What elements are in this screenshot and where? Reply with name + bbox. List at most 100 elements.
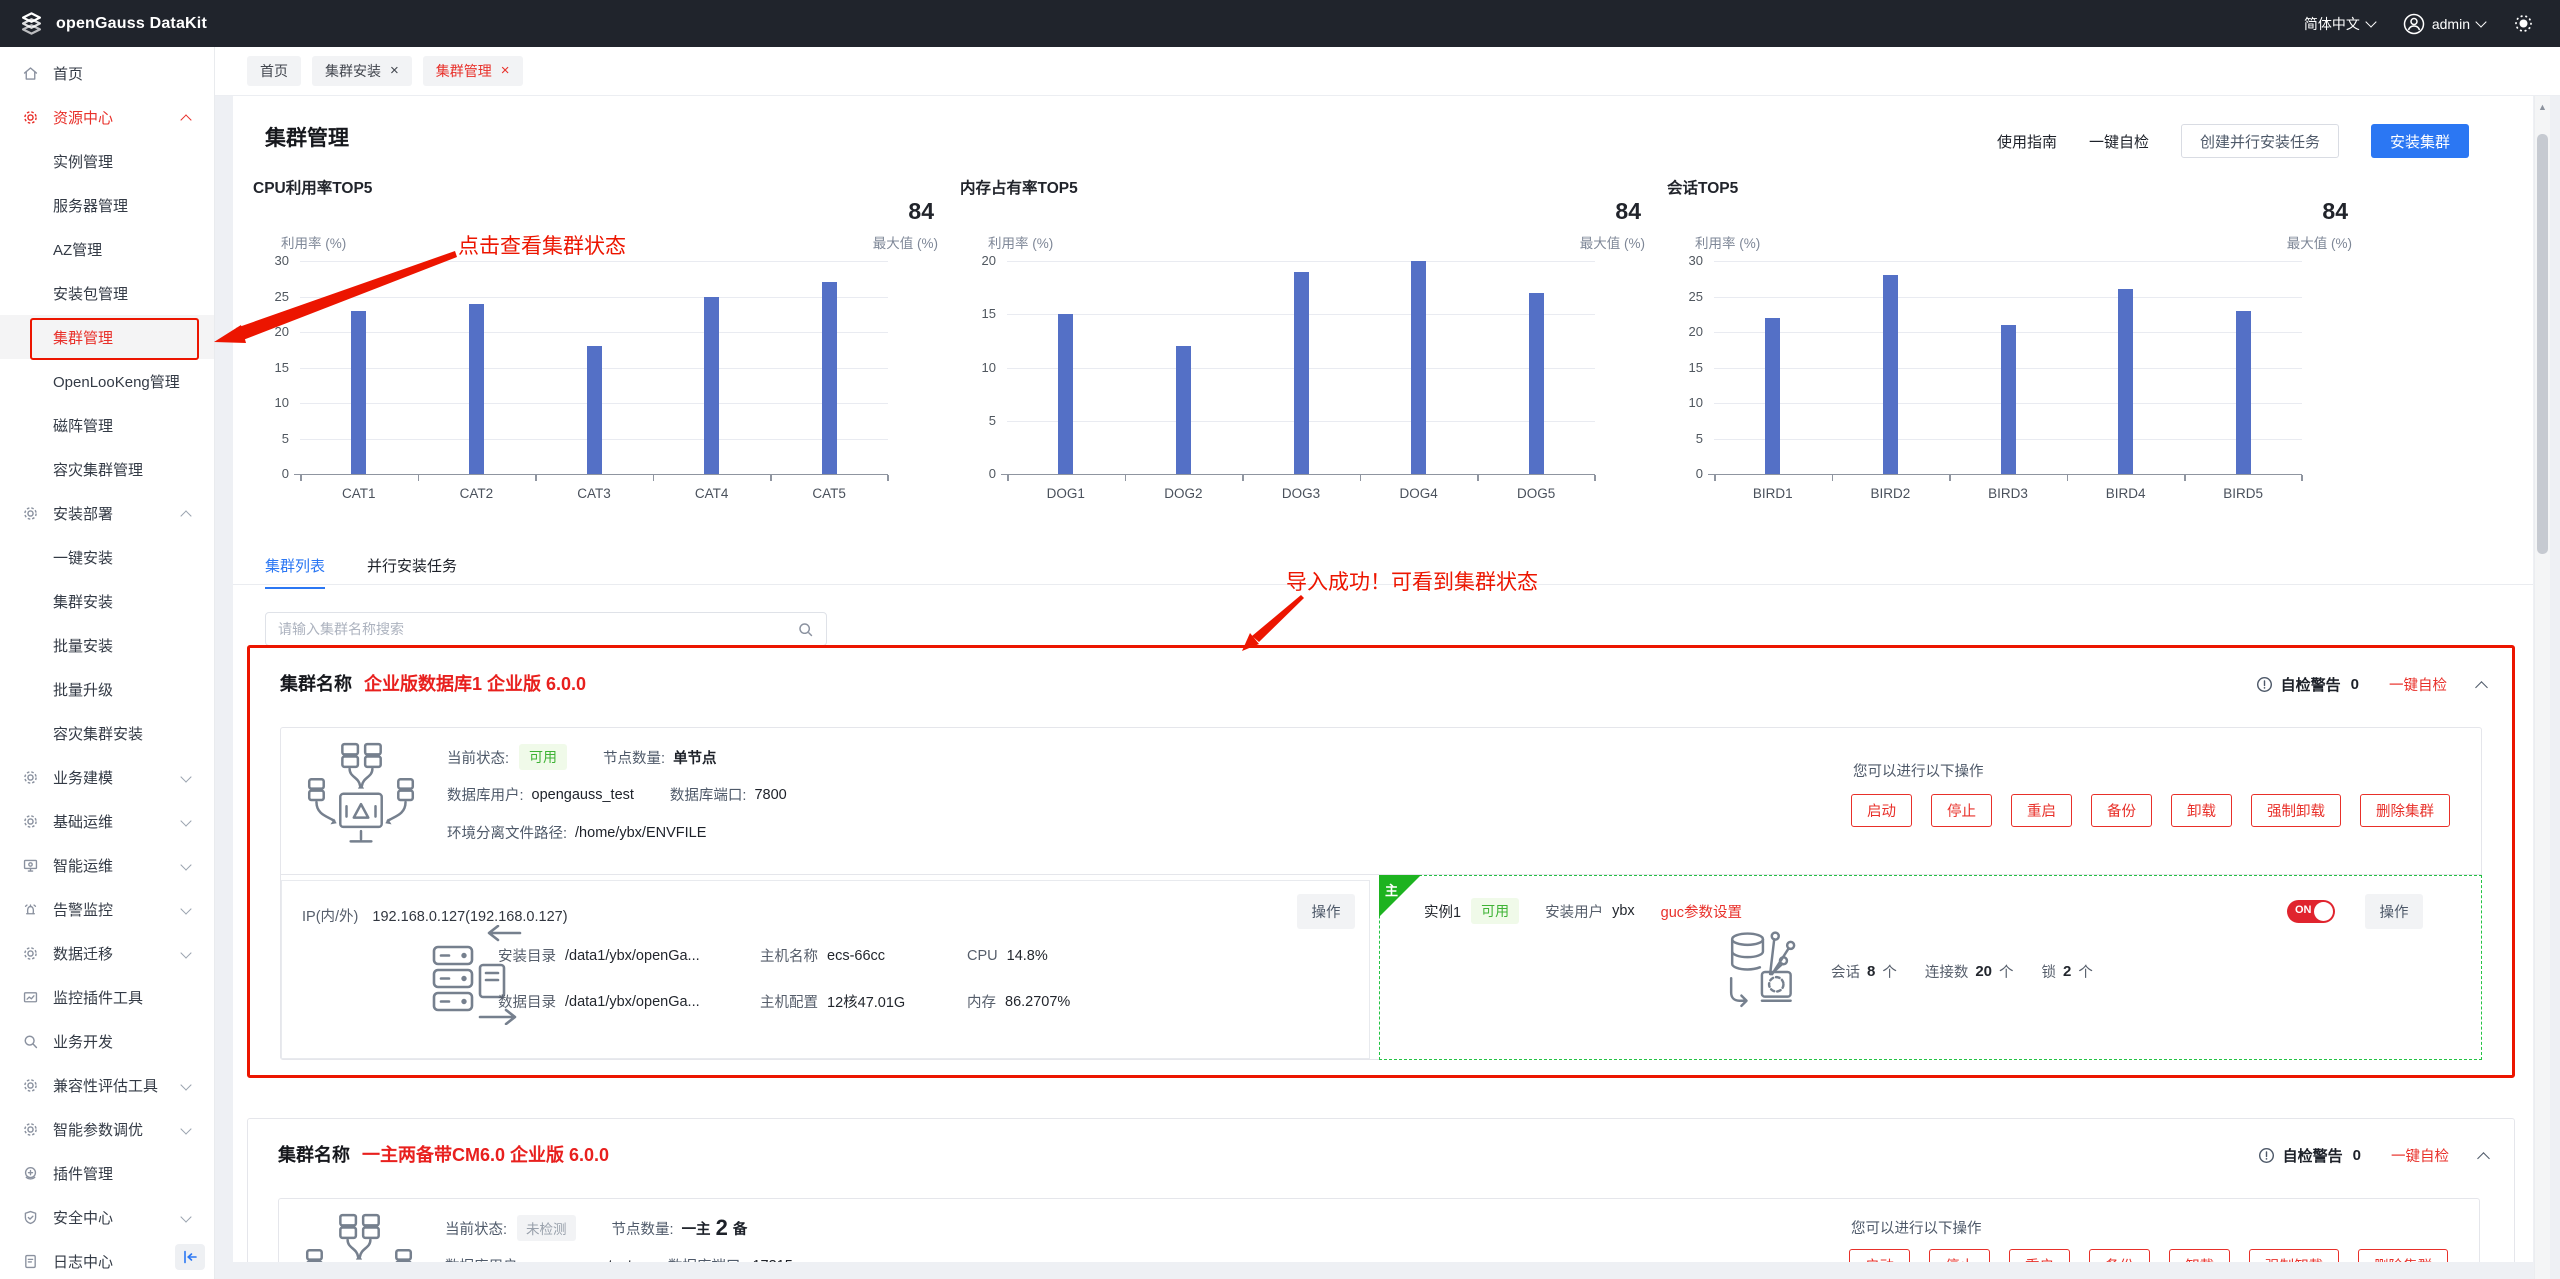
cpu-value: 14.8% [1006,947,1048,964]
cluster-op-button[interactable]: 强制卸载 [2251,794,2341,827]
connection-label: 连接数 [1924,964,1969,981]
y-tick-label: 5 [988,412,996,428]
node-action-button[interactable]: 操作 [1297,894,1355,929]
cluster-op-button[interactable]: 卸载 [2171,794,2232,827]
x-category-label: CAT1 [342,486,376,501]
cluster-op-button[interactable]: 删除集群 [2360,794,2450,827]
sidebar-item-13[interactable]: 批量安装 [0,623,214,667]
one-key-self-check-link[interactable]: 一键自检 [2389,678,2447,694]
tab-parallel-install-tasks[interactable]: 并行安装任务 [367,558,458,575]
tab-home[interactable]: 首页 [247,56,301,86]
gridline [300,296,888,298]
sidebar-item-27[interactable]: 日志中心 [0,1239,214,1279]
sidebar-item-11[interactable]: 一键安装 [0,535,214,579]
instance-action-button[interactable]: 操作 [2365,894,2423,929]
create-parallel-install-button[interactable]: 创建并行安装任务 [2180,124,2339,158]
sidebar-item-7[interactable]: OpenLooKeng管理 [0,359,214,403]
data-dir-label: 数据目录 [498,995,556,1011]
sidebar-item-14[interactable]: 批量升级 [0,667,214,711]
cluster-op-button[interactable]: 卸载 [2169,1249,2230,1262]
collapse-card-icon[interactable] [2477,1151,2490,1165]
x-category-label: BIRD3 [1988,486,2028,501]
guc-settings-link[interactable]: guc参数设置 [1660,904,1743,921]
cluster-status-row: 当前状态: 可用 节点数量: 单节点 [447,744,717,770]
user-menu[interactable]: admin [2403,13,2487,35]
sidebar-item-label: 实例管理 [53,153,114,171]
sidebar-item-12[interactable]: 集群安装 [0,579,214,623]
sidebar-item-15[interactable]: 容灾集群安装 [0,711,214,755]
cluster-op-button[interactable]: 启动 [1851,794,1912,827]
cluster-topology-illustration-icon [305,1213,413,1262]
chart-y-axis-label: 利用率 (%) [988,236,1054,251]
gear-icon [22,1121,39,1138]
sidebar-item-19[interactable]: 告警监控 [0,887,214,931]
sidebar-item-25[interactable]: 插件管理 [0,1151,214,1195]
instance-on-toggle[interactable]: ON [2287,900,2335,923]
close-tab-icon[interactable]: × [500,62,510,79]
y-tick-label: 20 [1688,324,1703,340]
usage-guide-link[interactable]: 使用指南 [1996,133,2057,151]
tab-cluster-install[interactable]: 集群安装 × [312,56,412,86]
sidebar-item-4[interactable]: AZ管理 [0,227,214,271]
sidebar-item-17[interactable]: 基础运维 [0,799,214,843]
language-selector[interactable]: 简体中文 [2304,14,2377,34]
tab-cluster-management[interactable]: 集群管理 × [422,56,523,86]
theme-brightness-icon[interactable] [2513,13,2534,34]
x-category-label: CAT2 [459,486,494,501]
cluster-op-button[interactable]: 删除集群 [2358,1249,2448,1262]
scrollbar-thumb[interactable] [2537,134,2548,554]
sidebar-item-8[interactable]: 磁阵管理 [0,403,214,447]
x-tick-mark [770,475,772,481]
bar-dog1 [1058,314,1074,474]
sidebar-item-10[interactable]: 安装部署 [0,491,214,535]
bar-cat3 [586,346,602,474]
sidebar-item-22[interactable]: 业务开发 [0,1019,214,1063]
sidebar-item-6[interactable]: 集群管理 [0,315,214,359]
self-check-warning-label: 自检警告 [2282,1148,2343,1165]
sidebar-item-23[interactable]: 兼容性评估工具 [0,1063,214,1107]
sidebar-item-0[interactable]: 首页 [0,51,214,95]
sidebar-item-5[interactable]: 安装包管理 [0,271,214,315]
close-tab-icon[interactable]: × [390,62,399,79]
connection-value: 20 [1975,962,1993,980]
sidebar-item-18[interactable]: 智能运维 [0,843,214,887]
x-category-label: DOG3 [1281,486,1321,501]
vertical-scrollbar[interactable]: ▲ [2534,96,2550,1279]
sidebar-item-9[interactable]: 容灾集群管理 [0,447,214,491]
cluster-op-button[interactable]: 启动 [1849,1249,1910,1262]
one-key-check-link[interactable]: 一键自检 [2088,133,2149,151]
collapse-card-icon[interactable] [2475,680,2488,694]
sidebar-item-label: 智能参数调优 [53,1121,144,1139]
sidebar-item-21[interactable]: 监控插件工具 [0,975,214,1019]
db-port-label: 数据库端口: [669,788,747,804]
sidebar-item-26[interactable]: 安全中心 [0,1195,214,1239]
sidebar-item-1[interactable]: 资源中心 [0,95,214,139]
sidebar-item-16[interactable]: 业务建模 [0,755,214,799]
bar-dog5 [1528,292,1544,474]
cluster-op-button[interactable]: 强制卸载 [2249,1249,2339,1262]
tab-cluster-list[interactable]: 集群列表 [265,555,326,589]
cluster-op-button[interactable]: 备份 [2091,794,2152,827]
sidebar-item-3[interactable]: 服务器管理 [0,183,214,227]
sidebar-item-2[interactable]: 实例管理 [0,139,214,183]
sidebar-item-label: 服务器管理 [53,197,129,215]
sidebar-collapse-button[interactable] [175,1244,205,1270]
one-key-self-check-link[interactable]: 一键自检 [2391,1149,2449,1165]
host-name-label: 主机名称 [760,949,818,965]
cluster-op-button[interactable]: 重启 [2011,794,2072,827]
cluster-search-input[interactable] [278,621,797,637]
scrollbar-up-icon[interactable]: ▲ [2538,102,2547,112]
gear-icon [22,945,39,962]
cluster-env-row: 环境分离文件路径: /home/ybx/ENVFILE [447,822,706,843]
cluster-op-button[interactable]: 停止 [1931,794,1992,827]
install-cluster-button[interactable]: 安装集群 [2370,124,2469,158]
search-icon[interactable] [797,621,814,638]
cluster-op-button[interactable]: 重启 [2009,1249,2070,1262]
sidebar-item-20[interactable]: 数据迁移 [0,931,214,975]
sidebar-item-24[interactable]: 智能参数调优 [0,1107,214,1151]
cluster-op-button[interactable]: 备份 [2089,1249,2150,1262]
database-instance-icon [1729,931,1796,1008]
gear-icon [22,109,39,126]
topbar: openGauss DataKit 简体中文 admin [0,0,2560,47]
cluster-op-button[interactable]: 停止 [1929,1249,1990,1262]
